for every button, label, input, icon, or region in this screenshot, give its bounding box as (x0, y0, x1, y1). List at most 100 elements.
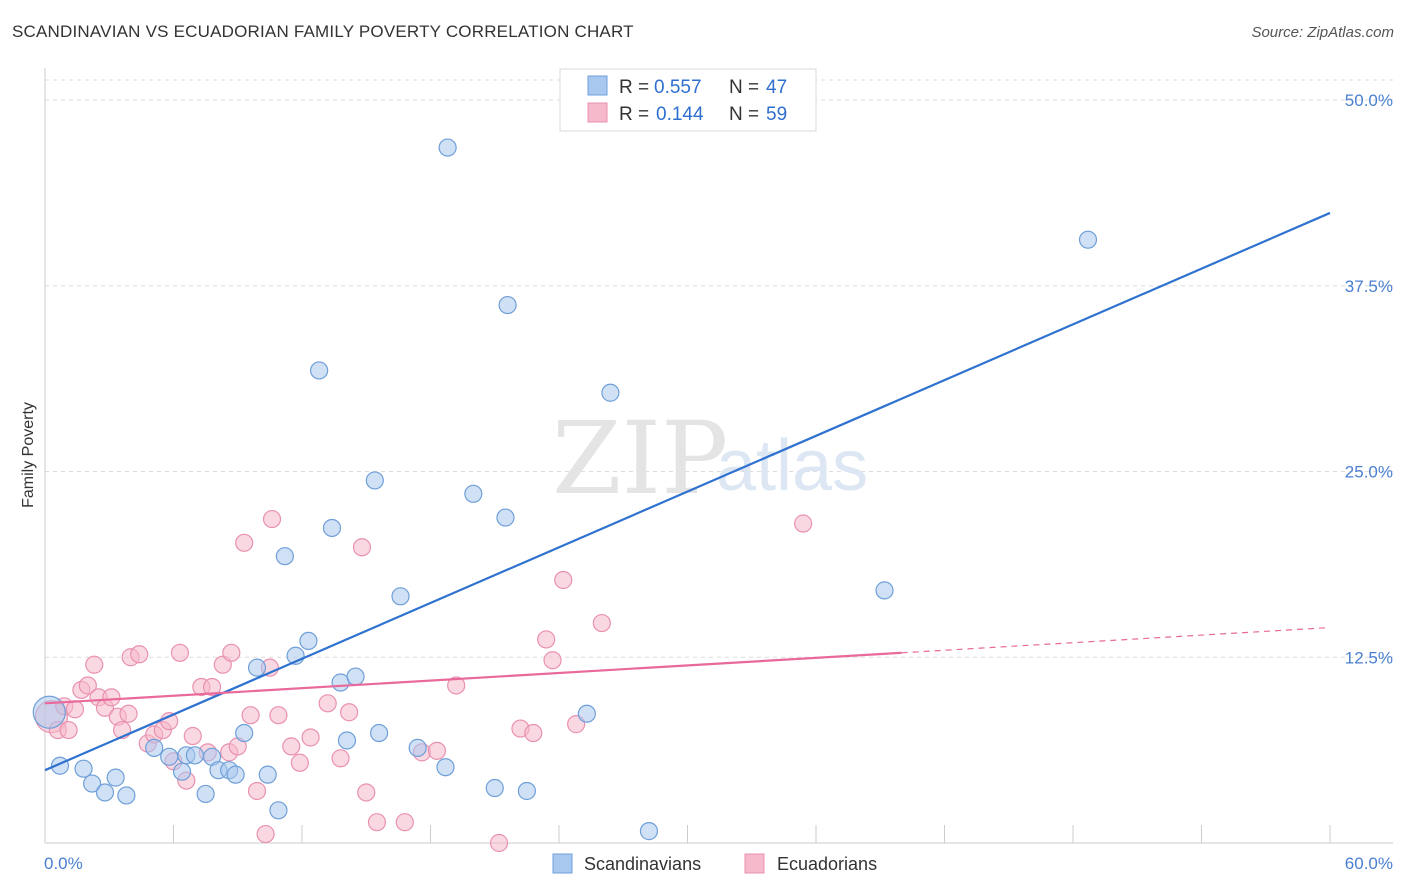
legend-r-label-2: R = (619, 104, 649, 125)
scandinavian-point-21 (275, 547, 294, 566)
scandinavian-point-28 (346, 667, 365, 686)
legend-r-label-1: R = (619, 77, 649, 98)
y-axis-label: Family Poverty (20, 402, 37, 508)
legend-n-value-2: 59 (766, 104, 787, 125)
legend-swatch-pink (587, 102, 608, 123)
legend-n-label-1: N = (729, 77, 759, 98)
scandinavian-point-38 (498, 295, 517, 315)
scandinavian-point-5 (106, 768, 125, 787)
y-tick-label-1: 25.0% (1345, 463, 1393, 482)
ecuadorian-point-53 (524, 723, 543, 743)
ecuadorian-point-26 (202, 677, 222, 697)
ecuadorian-point-40 (301, 728, 320, 747)
ecuadorian-point-23 (183, 726, 202, 746)
scandinavian-point-27 (337, 731, 357, 750)
ecuadorian-point-42 (331, 749, 350, 768)
ecuadorian-point-39 (290, 753, 309, 772)
legend-r-value-1: 0.557 (654, 77, 702, 98)
scandinavian-point-24 (310, 361, 329, 380)
scandinavian-point-23 (299, 631, 318, 651)
data-points (32, 90, 1098, 853)
ecuadorian-point-32 (241, 706, 260, 725)
scandinavian-point-30 (370, 723, 389, 743)
legend-r-value-2: 0.144 (656, 104, 704, 125)
ecuadorian-point-33 (247, 781, 267, 801)
scandinavian-point-31 (391, 587, 410, 606)
ecuadorian-trend-line-extension (901, 626, 1331, 654)
scandinavian-point-25 (322, 518, 342, 538)
trend-lines (44, 211, 1331, 772)
series-swatch-scandinavians (552, 853, 573, 874)
series-legend: Scandinavians Ecuadorians (552, 853, 877, 874)
ecuadorian-point-6 (78, 676, 97, 695)
scandinavian-point-39 (517, 781, 536, 801)
ecuadorian-point-44 (352, 538, 372, 557)
scandinavian-point-41 (601, 383, 620, 402)
scandinavian-point-29 (365, 471, 384, 490)
scandinavian-point-36 (485, 778, 504, 798)
series-label-ecuadorians: Ecuadorians (777, 854, 877, 874)
series-swatch-ecuadorians (744, 853, 765, 874)
ecuadorian-point-34 (256, 824, 275, 844)
ecuadorian-point-15 (130, 645, 149, 664)
scandinavian-point-32 (408, 738, 427, 757)
ecuadorian-point-55 (543, 651, 562, 670)
scandinavian-point-17 (235, 723, 254, 743)
scandinavian-point-18 (247, 658, 267, 677)
ecuadorian-point-54 (537, 630, 556, 649)
grid-lines (45, 79, 1393, 658)
ecuadorian-point-7 (85, 655, 104, 674)
scandinavian-point-43 (875, 581, 894, 600)
scandinavian-trend-line (44, 211, 1331, 772)
scandinavian-point-13 (196, 784, 215, 804)
series-label-scandinavians: Scandinavians (584, 854, 701, 874)
ecuadorian-point-4 (65, 700, 85, 719)
watermark: ZIP atlas (552, 400, 868, 517)
ecuadorian-point-38 (282, 737, 301, 756)
ecuadorian-point-36 (262, 509, 282, 529)
scandinavian-point-19 (258, 765, 277, 784)
ecuadorian-point-43 (340, 703, 359, 722)
source-label: Source: ZipAtlas.com (1251, 24, 1394, 41)
scandinavian-point-3 (83, 774, 102, 793)
scandinavian-point-35 (464, 484, 483, 503)
legend-n-value-1: 47 (766, 77, 787, 98)
scandinavian-point-44 (1078, 230, 1098, 249)
ecuadorian-point-58 (592, 613, 611, 633)
scandinavian-point-12 (172, 762, 192, 781)
scandinavian-point-33 (436, 758, 455, 777)
x-tick-label-1: 60.0% (1345, 854, 1393, 873)
scandinavian-point-16 (226, 765, 245, 784)
scandinavian-point-8 (160, 747, 179, 766)
y-tick-labels: 12.5% 25.0% 37.5% 50.0% (1345, 91, 1393, 667)
ecuadorian-point-49 (427, 741, 447, 760)
ecuadorian-point-47 (395, 813, 414, 832)
watermark-atlas: atlas (716, 426, 868, 506)
chart-title: SCANDINAVIAN VS ECUADORIAN FAMILY POVERT… (12, 22, 634, 41)
scandinavian-point-6 (117, 786, 136, 805)
ecuadorian-trend-line (44, 651, 902, 705)
ecuadorian-point-56 (554, 570, 573, 590)
scandinavian-point-2 (74, 759, 93, 778)
legend-swatch-blue (587, 75, 608, 96)
ecuadorian-point-31 (235, 533, 254, 552)
scandinavian-point-42 (639, 822, 659, 841)
scandinavian-point-7 (145, 738, 164, 757)
watermark-zip: ZIP (552, 400, 728, 517)
ecuadorian-point-46 (367, 813, 387, 832)
ecuadorian-point-13 (119, 704, 138, 723)
scandinavian-point-0 (32, 695, 66, 729)
ecuadorian-point-51 (489, 833, 509, 853)
x-tick-label-0: 0.0% (44, 854, 83, 873)
ecuadorian-point-21 (170, 643, 190, 662)
ecuadorian-point-45 (357, 783, 376, 802)
ecuadorian-point-10 (102, 688, 121, 707)
scandinavian-point-20 (269, 801, 288, 820)
y-tick-label-2: 37.5% (1345, 277, 1393, 296)
ecuadorian-point-37 (269, 706, 288, 725)
scandinavian-point-34 (438, 138, 457, 157)
y-tick-label-0: 12.5% (1345, 648, 1393, 667)
ecuadorian-point-3 (59, 720, 78, 740)
scandinavian-point-10 (185, 746, 205, 765)
